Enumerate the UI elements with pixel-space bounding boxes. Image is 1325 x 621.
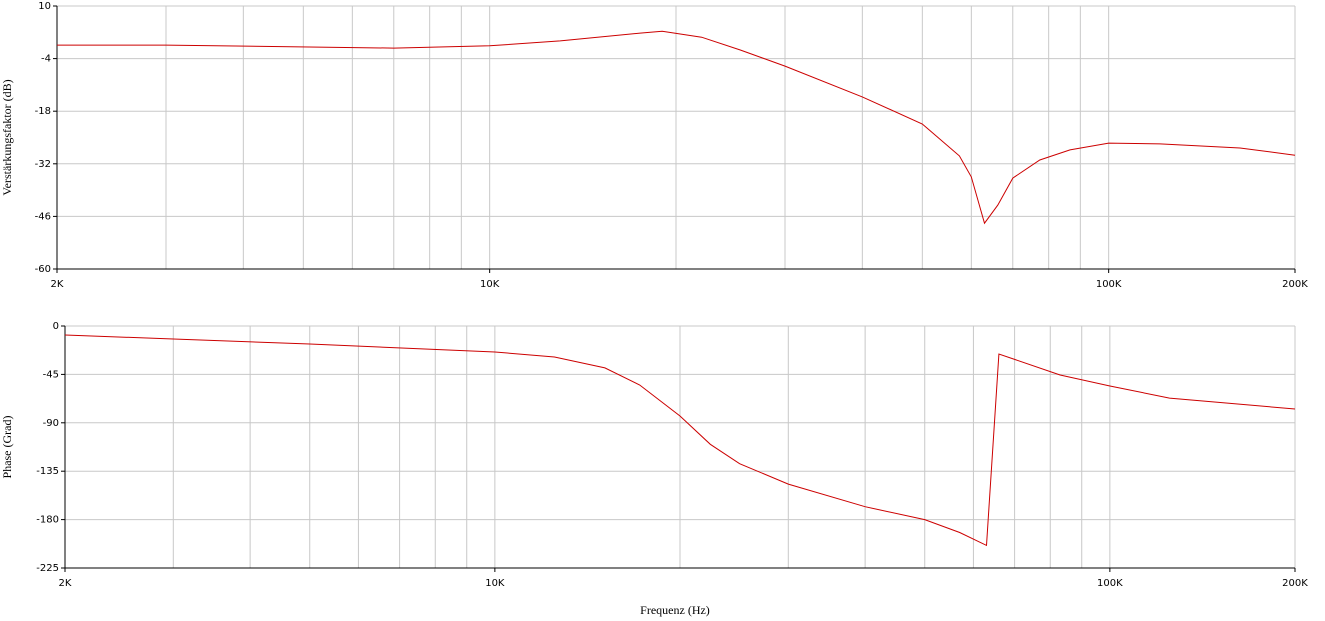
x-tick-label: 2K [59, 578, 72, 589]
y-tick-label: -4 [41, 54, 51, 65]
x-tick-label: 100K [1096, 279, 1122, 290]
y-tick-label: -135 [36, 466, 59, 477]
x-axis-label: Frequenz (Hz) [640, 603, 710, 617]
x-tick-label: 10K [480, 279, 500, 290]
x-tick-label: 200K [1282, 578, 1308, 589]
data-line [57, 30, 1296, 225]
y-axis-label: Phase (Grad) [0, 416, 14, 479]
y-axis-label: Verstärkungsfaktor (dB) [0, 79, 14, 195]
y-tick-label: -45 [43, 369, 59, 380]
y-tick-label: -32 [35, 159, 51, 170]
y-tick-label: -18 [35, 106, 51, 117]
data-line [64, 334, 1296, 547]
x-tick-label: 200K [1282, 279, 1308, 290]
y-tick-label: -46 [35, 211, 51, 222]
y-tick-label: 0 [53, 321, 59, 332]
y-tick-label: -180 [36, 515, 59, 526]
x-tick-label: 100K [1097, 578, 1123, 589]
y-tick-label: -90 [43, 418, 59, 429]
y-tick-label: 10 [38, 1, 51, 12]
y-tick-label: -225 [36, 563, 59, 574]
x-tick-label: 2K [51, 279, 64, 290]
x-tick-label: 10K [485, 578, 505, 589]
y-tick-label: -60 [35, 264, 51, 275]
